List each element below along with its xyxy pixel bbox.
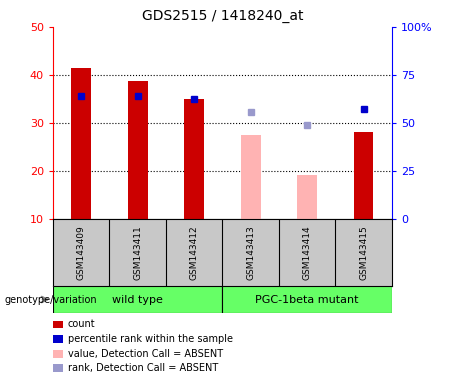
Bar xyxy=(297,175,317,219)
Text: GSM143412: GSM143412 xyxy=(189,225,199,280)
Text: count: count xyxy=(68,319,95,329)
Text: value, Detection Call = ABSENT: value, Detection Call = ABSENT xyxy=(68,349,223,359)
Bar xyxy=(354,132,373,219)
Bar xyxy=(53,286,222,313)
Text: rank, Detection Call = ABSENT: rank, Detection Call = ABSENT xyxy=(68,363,218,373)
Bar xyxy=(71,68,91,219)
Text: wild type: wild type xyxy=(112,295,163,305)
Text: PGC-1beta mutant: PGC-1beta mutant xyxy=(255,295,359,305)
Text: GSM143414: GSM143414 xyxy=(302,225,312,280)
Title: GDS2515 / 1418240_at: GDS2515 / 1418240_at xyxy=(142,9,303,23)
Bar xyxy=(222,286,392,313)
Bar xyxy=(241,135,260,219)
Text: GSM143413: GSM143413 xyxy=(246,225,255,280)
Text: GSM143409: GSM143409 xyxy=(77,225,86,280)
Text: percentile rank within the sample: percentile rank within the sample xyxy=(68,334,233,344)
Text: GSM143415: GSM143415 xyxy=(359,225,368,280)
Text: genotype/variation: genotype/variation xyxy=(5,295,97,305)
Bar xyxy=(128,81,148,219)
Bar xyxy=(184,99,204,219)
Text: GSM143411: GSM143411 xyxy=(133,225,142,280)
